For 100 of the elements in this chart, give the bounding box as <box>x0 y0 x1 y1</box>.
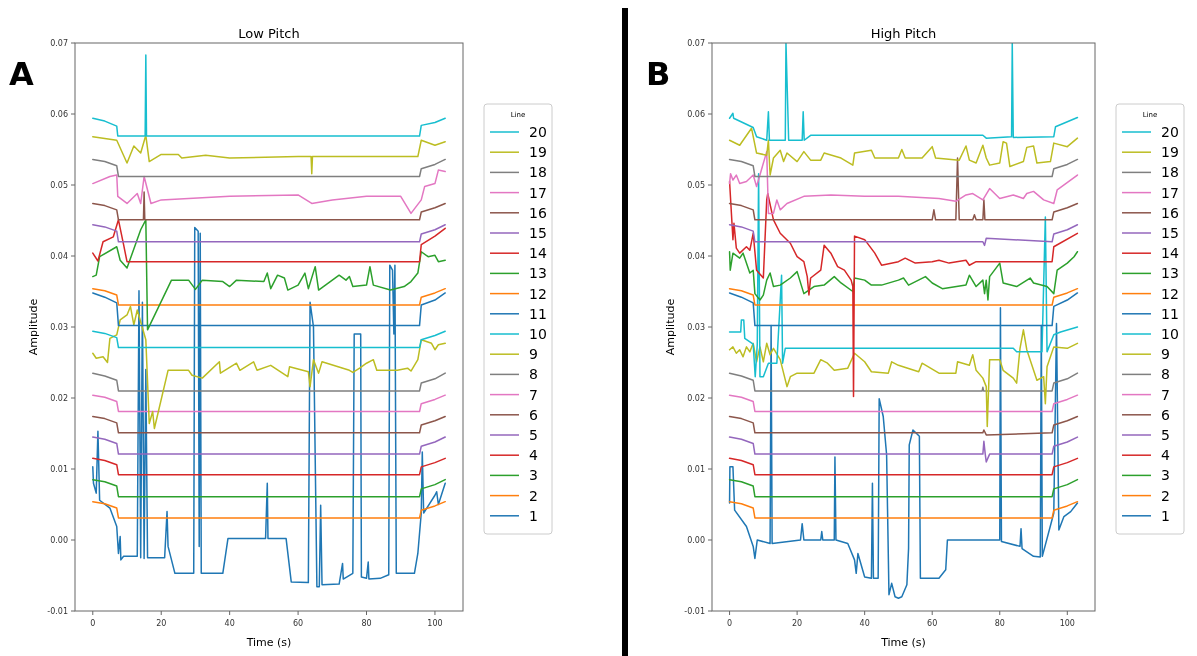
line-series <box>728 500 1079 519</box>
legend-label: 17 <box>529 184 547 201</box>
line-series <box>728 157 1079 221</box>
legend-label: 7 <box>1161 386 1170 403</box>
legend-label: 9 <box>1161 346 1170 363</box>
line-series <box>728 43 1079 142</box>
x-tick-label: 80 <box>994 619 1005 628</box>
legend-label: 11 <box>1161 305 1179 322</box>
legend-label: 1 <box>1161 507 1170 524</box>
legend-label: 2 <box>1161 487 1170 504</box>
line-series <box>92 226 446 588</box>
y-tick-label: 0.06 <box>50 109 68 119</box>
y-tick-label: 0.04 <box>50 251 68 261</box>
y-tick-label: 0.03 <box>687 322 705 332</box>
line-series <box>92 330 446 349</box>
y-tick-label: 0.02 <box>687 393 705 403</box>
y-tick-label: 0.00 <box>687 535 705 545</box>
y-tick-label: -0.01 <box>684 606 705 616</box>
x-axis-title: Time (s) <box>880 636 926 649</box>
y-tick-label: 0.03 <box>50 322 68 332</box>
line-series <box>92 134 446 175</box>
y-tick-label: 0.04 <box>687 251 705 261</box>
x-tick-label: 20 <box>156 619 167 628</box>
legend-label: 8 <box>529 366 538 383</box>
x-tick-label: 0 <box>727 619 733 628</box>
legend-label: 16 <box>529 204 547 221</box>
line-series <box>728 394 1079 413</box>
legend-label: 13 <box>529 265 547 282</box>
y-tick-label: 0.07 <box>50 38 68 48</box>
legend-label: 19 <box>1161 144 1179 161</box>
line-series <box>92 436 446 455</box>
legend-label: 10 <box>529 326 547 342</box>
line-series <box>92 287 446 306</box>
line-series <box>728 287 1079 306</box>
legend-label: 18 <box>529 164 547 181</box>
y-tick-label: 0.01 <box>687 464 705 474</box>
legend-label: 8 <box>1161 366 1170 383</box>
y-tick-label: 0.00 <box>50 535 68 545</box>
x-tick-label: 40 <box>224 619 235 628</box>
line-series <box>92 54 446 137</box>
line-series <box>92 224 446 243</box>
y-axis-title: Amplitude <box>664 298 677 356</box>
line-series <box>92 478 446 498</box>
y-tick-label: 0.02 <box>50 393 68 403</box>
text: A <box>9 55 34 93</box>
line-series <box>92 169 446 215</box>
line-series <box>92 415 446 434</box>
legend-label: 19 <box>529 144 547 161</box>
legend-label: 20 <box>529 124 547 140</box>
line-series <box>728 372 1079 392</box>
legend-label: 16 <box>1161 204 1179 221</box>
legend-label: 4 <box>529 447 538 464</box>
legend-label: 9 <box>529 346 538 363</box>
legend-label: 10 <box>1161 326 1179 342</box>
line-series <box>728 224 1079 247</box>
line-series <box>92 191 446 221</box>
line-series <box>92 305 446 430</box>
legend-label: 15 <box>1161 225 1179 241</box>
line-series <box>728 250 1079 301</box>
line-series <box>92 219 446 263</box>
legend-label: 14 <box>1161 245 1179 262</box>
x-tick-label: 0 <box>90 619 96 628</box>
line-series <box>728 127 1079 176</box>
line-series <box>728 415 1079 436</box>
line-series <box>728 158 1079 178</box>
x-tick-label: 60 <box>292 619 304 628</box>
legend-label: 18 <box>1161 164 1179 181</box>
x-tick-label: 20 <box>792 619 803 628</box>
line-series <box>92 394 446 413</box>
y-tick-label: 0.07 <box>687 38 705 48</box>
legend-label: 1 <box>529 507 538 524</box>
line-series <box>92 158 446 178</box>
legend-label: 3 <box>1161 467 1170 484</box>
line-series <box>728 436 1079 463</box>
y-tick-label: -0.01 <box>47 606 68 616</box>
x-axis-title: Time (s) <box>245 636 292 649</box>
chart-title: High Pitch <box>870 26 937 41</box>
line-series <box>92 500 446 519</box>
legend-label: 12 <box>529 285 547 302</box>
line-series <box>728 150 1079 215</box>
line-series <box>728 329 1079 428</box>
x-tick-label: 40 <box>859 619 870 628</box>
legend-label: 5 <box>1161 427 1170 443</box>
legend-label: 12 <box>1161 285 1179 302</box>
y-tick-label: 0.05 <box>687 180 705 190</box>
x-tick-label: 60 <box>927 619 938 628</box>
line-series <box>728 478 1079 498</box>
legend-label: 13 <box>1161 265 1179 282</box>
x-tick-label: 100 <box>427 619 443 628</box>
legend-label: 15 <box>529 225 547 241</box>
legend-label: 6 <box>1161 406 1170 423</box>
x-tick-label: 80 <box>361 619 372 628</box>
legend-label: 2 <box>529 487 538 504</box>
text: B <box>646 55 671 93</box>
legend-label: 14 <box>529 245 547 262</box>
line-series <box>92 457 446 476</box>
legend-label: 11 <box>529 305 547 322</box>
x-tick-label: 100 <box>1059 619 1075 628</box>
line-series <box>92 372 446 392</box>
legend-label: 3 <box>529 467 538 484</box>
